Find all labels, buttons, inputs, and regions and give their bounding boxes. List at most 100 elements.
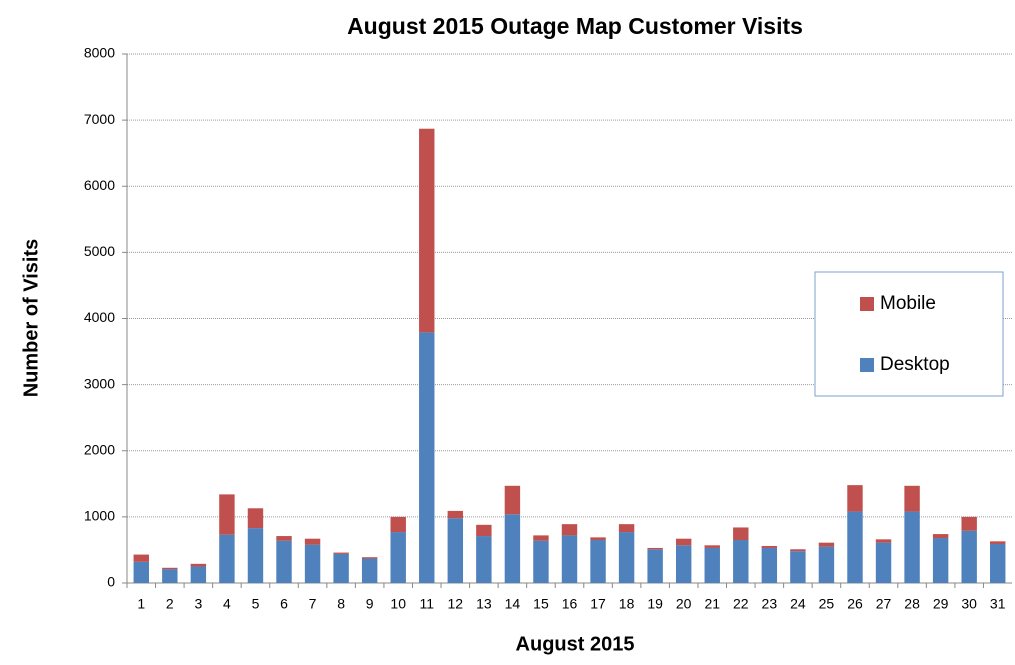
- legend-label: Desktop: [880, 354, 950, 375]
- x-tick-label: 8: [337, 596, 345, 612]
- bar-segment: [533, 540, 549, 583]
- x-tick-label: 23: [762, 596, 778, 612]
- bar-segment: [618, 524, 635, 533]
- bar-segment: [333, 552, 349, 554]
- bar-segment: [561, 524, 578, 536]
- bar-segment: [904, 511, 920, 583]
- bar-segment: [190, 566, 207, 583]
- x-tick-label: 15: [533, 596, 549, 612]
- legend-label: Mobile: [880, 293, 936, 314]
- x-axis-title: August 2015: [516, 633, 635, 655]
- bar-segment: [333, 553, 349, 583]
- bar-segment: [162, 567, 178, 570]
- y-tick-label: 6000: [84, 177, 115, 193]
- x-tick-label: 16: [562, 596, 578, 612]
- bar-segment: [590, 537, 606, 541]
- x-tick-label: 27: [876, 596, 892, 612]
- bar-segment: [561, 535, 578, 583]
- y-axis-title: Number of Visits: [20, 239, 42, 398]
- bar-segment: [961, 530, 977, 583]
- y-tick-label: 0: [107, 574, 115, 590]
- bar-segment: [733, 527, 749, 541]
- bar-segment: [133, 561, 149, 583]
- bar-segment: [247, 508, 264, 529]
- bar-segment: [590, 540, 606, 583]
- x-tick-label: 4: [223, 596, 231, 612]
- x-tick-label: 1: [137, 596, 145, 612]
- legend-box: [814, 271, 1004, 397]
- legend-swatch: [860, 297, 874, 311]
- bar-segment: [847, 485, 863, 512]
- bar-segment: [675, 538, 692, 546]
- bar-segment: [476, 524, 492, 537]
- x-tick-label: 25: [819, 596, 835, 612]
- x-tick-label: 13: [476, 596, 492, 612]
- bar-segment: [675, 545, 692, 583]
- x-tick-label: 11: [419, 596, 434, 612]
- bars: [133, 128, 1006, 583]
- bar-segment: [419, 128, 435, 333]
- bar-segment: [219, 494, 235, 535]
- x-tick-label: 5: [252, 596, 260, 612]
- x-tick-label: 2: [166, 596, 174, 612]
- bar-segment: [533, 535, 549, 541]
- bar-segment: [276, 536, 292, 541]
- bar-segment: [990, 543, 1006, 583]
- x-tick-label: 9: [366, 596, 374, 612]
- bar-segment: [390, 516, 406, 533]
- y-tick-label: 2000: [84, 441, 115, 457]
- x-tick-label: 12: [448, 596, 464, 612]
- x-tick-label: 29: [933, 596, 949, 612]
- x-tick-label: 26: [847, 596, 863, 612]
- bar-segment: [504, 514, 521, 583]
- bar-segment: [247, 528, 264, 583]
- bar-segment: [361, 557, 378, 559]
- bar-segment: [704, 547, 720, 583]
- x-tick-label: 17: [590, 596, 606, 612]
- bar-segment: [361, 558, 378, 583]
- bar-segment: [818, 546, 835, 583]
- x-tick-label: 14: [505, 596, 521, 612]
- x-tick-label: 22: [733, 596, 749, 612]
- bar-segment: [904, 485, 920, 512]
- x-tick-label: 10: [390, 596, 406, 612]
- bar-segment: [761, 545, 778, 548]
- y-tick-label: 5000: [84, 243, 115, 259]
- x-tick-label: 19: [647, 596, 663, 612]
- bar-segment: [932, 538, 949, 583]
- bar-segment: [790, 551, 806, 583]
- chart-title: August 2015 Outage Map Customer Visits: [347, 13, 803, 39]
- y-tick-label: 4000: [84, 309, 115, 325]
- bar-segment: [932, 534, 949, 539]
- y-tick-label: 1000: [84, 508, 115, 524]
- bar-segment: [761, 547, 778, 583]
- bar-segment: [304, 544, 321, 583]
- bar-segment: [219, 534, 235, 583]
- bar-segment: [847, 511, 863, 583]
- bar-segment: [190, 563, 207, 567]
- x-tick-label: 7: [309, 596, 317, 612]
- bar-segment: [133, 554, 149, 562]
- bar-segment: [162, 569, 178, 583]
- x-tick-label: 3: [194, 596, 202, 612]
- bar-segment: [618, 532, 635, 583]
- bar-segment: [647, 549, 663, 583]
- bar-segment: [875, 542, 892, 583]
- legend-swatch: [860, 358, 874, 372]
- x-tick-label: 31: [990, 596, 1006, 612]
- bar-segment: [276, 540, 292, 583]
- y-tick-label: 8000: [84, 45, 115, 61]
- bar-segment: [733, 540, 749, 583]
- bar-segment: [990, 541, 1006, 544]
- x-tick-label: 28: [904, 596, 920, 612]
- bar-segment: [390, 532, 406, 583]
- bar-segment: [447, 518, 464, 583]
- bar-segment: [504, 485, 521, 515]
- bar-segment: [304, 538, 321, 545]
- y-tick-label: 7000: [84, 111, 115, 127]
- bar-segment: [790, 549, 806, 552]
- x-tick-label: 20: [676, 596, 692, 612]
- x-tick-label: 6: [280, 596, 288, 612]
